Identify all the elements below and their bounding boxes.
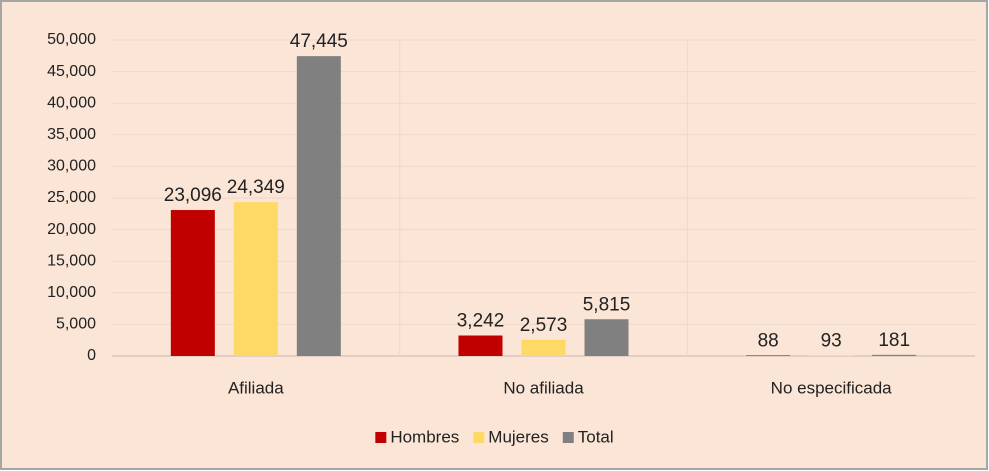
y-tick-label: 45,000 [47,63,96,80]
y-tick-label: 25,000 [47,189,96,206]
bar [746,355,791,356]
value-label: 2,573 [520,315,568,336]
y-tick-label: 20,000 [47,221,96,238]
value-label: 88 [758,330,779,351]
y-tick-label: 40,000 [47,94,96,111]
y-tick-label: 30,000 [47,158,96,175]
value-label: 47,445 [290,31,348,52]
y-tick-label: 10,000 [47,284,96,301]
legend-swatch [473,432,485,443]
legend-label: Hombres [390,427,459,446]
bar [809,355,854,356]
value-label: 93 [821,330,842,351]
value-label: 23,096 [164,185,222,206]
y-tick-label: 50,000 [47,31,96,48]
legend-swatch [375,432,387,443]
value-label: 3,242 [457,311,505,332]
y-tick-label: 35,000 [47,126,96,143]
value-label: 5,815 [583,294,631,315]
bar [233,202,278,356]
bar [296,56,341,357]
x-tick-label: No especificada [771,378,893,397]
value-label: 181 [878,330,910,351]
legend-swatch [562,432,574,443]
y-tick-label: 0 [87,347,96,364]
bar [458,335,503,356]
bar [872,354,917,356]
legend-label: Mujeres [488,427,548,446]
bar [521,339,566,356]
bar [584,319,629,356]
y-tick-label: 15,000 [47,252,96,269]
bar [170,210,215,356]
x-tick-label: Afiliada [228,378,284,397]
legend-label: Total [578,427,614,446]
y-tick-label: 5,000 [56,316,96,333]
value-label: 24,349 [227,177,285,198]
x-tick-label: No afiliada [503,378,584,397]
